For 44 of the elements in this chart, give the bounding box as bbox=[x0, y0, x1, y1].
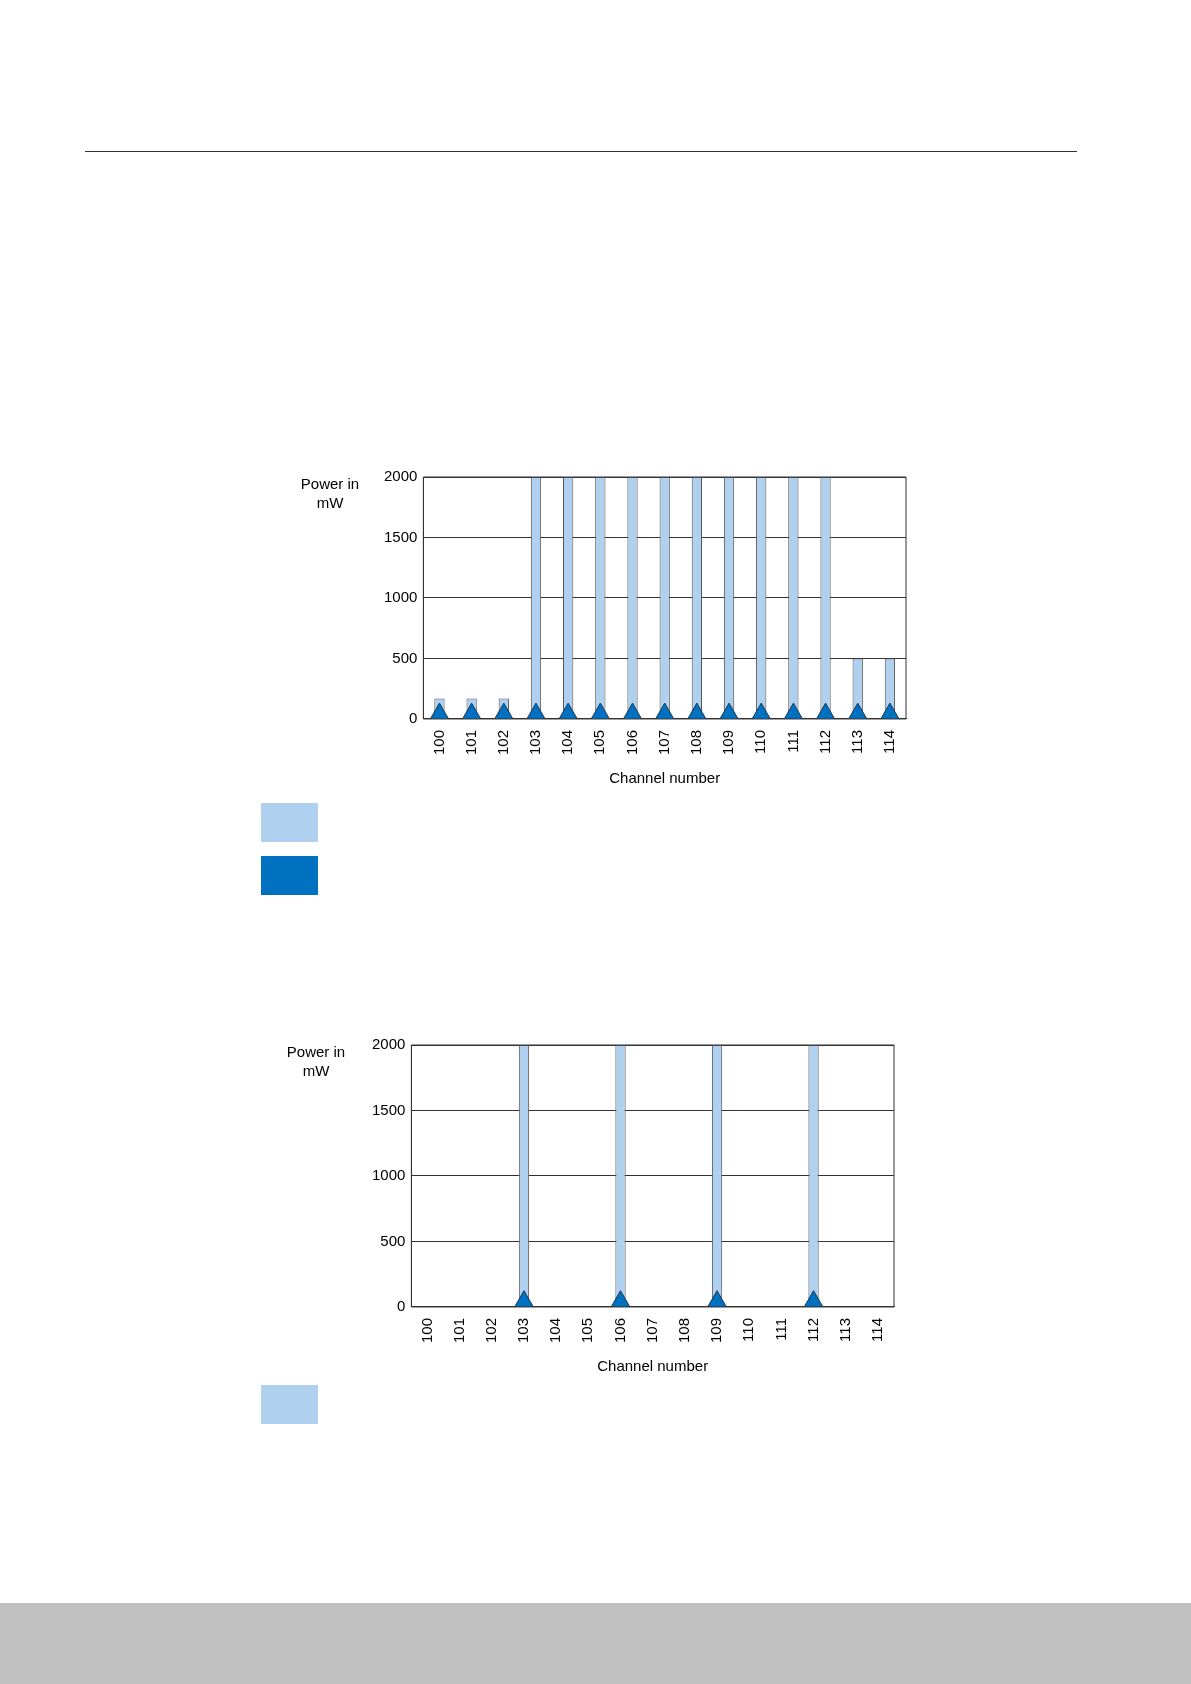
y-tick-label: 500 bbox=[380, 1231, 406, 1249]
x-tick-label: 106 bbox=[622, 729, 640, 755]
x-axis-title: Channel number bbox=[609, 769, 721, 787]
x-tick-label: 109 bbox=[719, 729, 737, 755]
x-tick-label: 101 bbox=[449, 1317, 467, 1343]
x-tick-label: 104 bbox=[558, 729, 576, 755]
x-tick-label: 112 bbox=[803, 1317, 821, 1342]
x-tick-label: 103 bbox=[526, 729, 544, 755]
x-tick-label: 101 bbox=[461, 729, 479, 755]
x-tick-label: 105 bbox=[590, 729, 608, 755]
x-tick-label: 111 bbox=[783, 729, 801, 753]
y-tick-label: 1000 bbox=[371, 1166, 406, 1184]
y-tick-label: 2000 bbox=[383, 467, 418, 485]
y-tick-label: 500 bbox=[392, 648, 418, 666]
x-tick-label: 105 bbox=[578, 1317, 596, 1343]
x-tick-label: 108 bbox=[687, 729, 704, 755]
x-tick-label: 110 bbox=[739, 1317, 757, 1342]
y-tick-label: 0 bbox=[409, 709, 418, 727]
x-tick-label: 100 bbox=[429, 729, 447, 755]
y-tick-label: 1500 bbox=[383, 527, 418, 545]
x-tick-label: 112 bbox=[815, 729, 833, 754]
y-tick-label: 1500 bbox=[371, 1100, 406, 1118]
y-axis-title: Power in mW bbox=[299, 474, 361, 512]
x-tick-label: 111 bbox=[771, 1317, 789, 1341]
x-tick-label: 106 bbox=[610, 1317, 628, 1343]
x-tick-label: 114 bbox=[880, 729, 898, 754]
x-tick-label: 107 bbox=[654, 729, 672, 755]
x-tick-label: 103 bbox=[514, 1317, 532, 1343]
x-tick-label: 110 bbox=[751, 729, 769, 754]
y-axis-title: Power in mW bbox=[285, 1042, 347, 1080]
x-tick-label: 108 bbox=[675, 1317, 692, 1343]
y-tick-label: 0 bbox=[397, 1297, 406, 1315]
x-tick-label: 107 bbox=[642, 1317, 660, 1343]
x-tick-label: 113 bbox=[847, 729, 865, 754]
x-tick-label: 102 bbox=[493, 729, 511, 755]
x-tick-label: 100 bbox=[417, 1317, 435, 1343]
x-axis-title: Channel number bbox=[597, 1357, 709, 1375]
x-tick-label: 114 bbox=[868, 1317, 886, 1342]
y-tick-label: 1000 bbox=[383, 588, 418, 606]
x-tick-label: 102 bbox=[481, 1317, 499, 1343]
x-tick-label: 104 bbox=[546, 1317, 564, 1343]
x-tick-label: 113 bbox=[835, 1317, 853, 1342]
y-tick-label: 2000 bbox=[371, 1035, 406, 1053]
x-tick-label: 109 bbox=[707, 1317, 725, 1343]
